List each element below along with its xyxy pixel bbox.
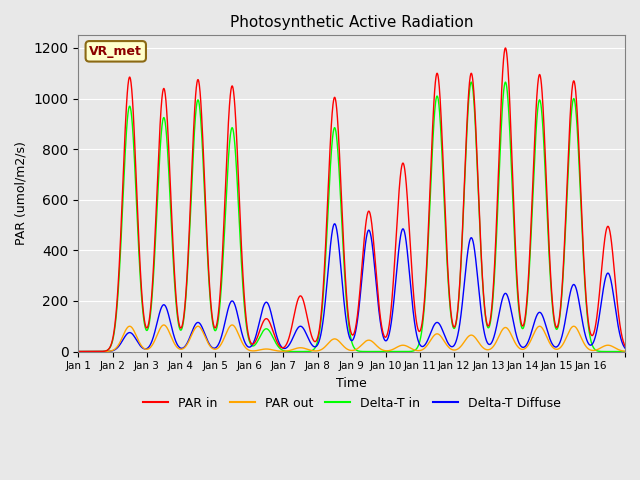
PAR out	[538, 324, 545, 330]
Delta-T Diffuse	[422, 341, 429, 347]
PAR in	[621, 343, 629, 349]
Delta-T Diffuse	[75, 348, 83, 354]
PAR out	[187, 335, 195, 340]
Delta-T in	[422, 287, 429, 292]
Delta-T Diffuse	[615, 328, 623, 334]
PAR in	[502, 45, 509, 51]
PAR out	[422, 344, 429, 350]
Delta-T in	[505, 110, 513, 116]
Legend: PAR in, PAR out, Delta-T in, Delta-T Diffuse: PAR in, PAR out, Delta-T in, Delta-T Dif…	[138, 392, 566, 415]
PAR out	[470, 334, 478, 339]
PAR in	[470, 89, 477, 95]
PAR out	[160, 322, 168, 328]
PAR in	[75, 348, 83, 354]
Delta-T Diffuse	[470, 243, 478, 249]
Delta-T in	[502, 79, 509, 85]
Line: PAR in: PAR in	[79, 48, 625, 351]
Delta-T Diffuse	[621, 345, 629, 351]
Delta-T in	[470, 97, 477, 103]
Line: Delta-T Diffuse: Delta-T Diffuse	[79, 224, 625, 351]
PAR in	[505, 80, 513, 86]
PAR in	[615, 315, 623, 321]
Delta-T in	[621, 348, 629, 354]
PAR out	[505, 327, 513, 333]
Title: Photosynthetic Active Radiation: Photosynthetic Active Radiation	[230, 15, 474, 30]
PAR in	[186, 203, 194, 209]
Y-axis label: PAR (umol/m2/s): PAR (umol/m2/s)	[15, 142, 28, 245]
Line: Delta-T in: Delta-T in	[79, 82, 625, 351]
X-axis label: Time: Time	[337, 377, 367, 390]
Text: VR_met: VR_met	[90, 45, 142, 58]
Delta-T in	[75, 348, 83, 354]
Delta-T Diffuse	[505, 297, 513, 303]
Delta-T in	[538, 108, 545, 113]
Delta-T Diffuse	[331, 221, 339, 227]
Line: PAR out: PAR out	[79, 325, 625, 351]
Delta-T Diffuse	[538, 311, 545, 317]
Delta-T Diffuse	[186, 333, 194, 339]
Delta-T in	[615, 348, 623, 354]
Delta-T in	[186, 214, 194, 220]
PAR out	[75, 348, 83, 354]
PAR in	[422, 280, 429, 286]
PAR in	[538, 84, 545, 89]
PAR out	[615, 347, 623, 353]
PAR out	[621, 348, 629, 354]
